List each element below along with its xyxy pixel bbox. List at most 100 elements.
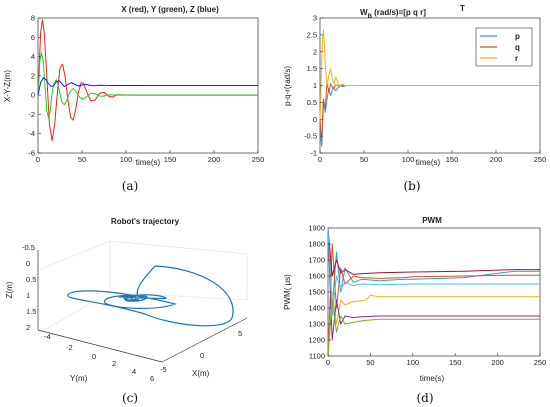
panel-c-ztick: 0.5 <box>26 275 36 284</box>
y-tick-label: 3 <box>313 14 317 23</box>
y-tick-label: 1100 <box>309 352 325 361</box>
y-tick-label: 2 <box>313 47 317 56</box>
y-tick-label: 1500 <box>308 288 325 297</box>
y-tick-label: 1200 <box>308 336 325 345</box>
panel-c-ztick: 1 <box>26 291 30 300</box>
y-tick-label: -0.5 <box>304 132 317 141</box>
x-tick-label: 250 <box>534 155 547 164</box>
y-tick-label: -2 <box>28 110 35 119</box>
panel-c-xtick: -5 <box>160 365 167 374</box>
legend-label-p: p <box>515 32 520 41</box>
legend-label-r: r <box>515 54 518 63</box>
panel-d-title: PWM <box>422 216 442 225</box>
panel-a: X (red), Y (green), Z (blue) X-Y-Z(m) ti… <box>3 5 264 167</box>
y-tick-label: -4 <box>28 129 35 138</box>
panel-c-ztick: 0 <box>26 259 30 268</box>
series-line-1 <box>37 52 258 119</box>
series-line-q <box>319 81 540 140</box>
panel-d-ylabel: PWM( μs) <box>283 274 292 310</box>
panel-c-title: Robot's trajectory <box>111 217 180 226</box>
series-line-6 <box>327 227 540 317</box>
series-line-3 <box>327 227 540 341</box>
panel-b-title: WB (rad/s)=[p q r] <box>360 8 426 20</box>
panel-b-xlabel: time(s) <box>416 158 441 167</box>
x-tick-label: 200 <box>490 155 503 164</box>
panel-c-ztick: 2 <box>26 323 30 332</box>
x-tick-label: 100 <box>120 155 133 164</box>
panel-c-trajectory-core <box>123 295 137 301</box>
y-tick-label: 2 <box>31 71 35 80</box>
series-line-2 <box>327 291 540 357</box>
caption-d: (d) <box>416 391 433 405</box>
caption-a: (a) <box>122 179 139 193</box>
legend-label-q: q <box>515 43 520 52</box>
panel-a-title: X (red), Y (green), Z (blue) <box>121 5 219 14</box>
y-tick-label: 1.5 <box>307 64 317 73</box>
panel-c-ylabel: Y(m) <box>70 374 88 383</box>
x-tick-label: 0 <box>36 155 40 164</box>
y-tick-label: 1600 <box>308 272 325 281</box>
x-tick-label: 100 <box>407 358 420 367</box>
panel-c-y-axis <box>37 329 163 363</box>
y-tick-label: 1700 <box>308 256 325 265</box>
series-line-5 <box>327 227 540 277</box>
panel-c-ytick: 6 <box>150 374 154 383</box>
x-tick-label: 50 <box>360 155 368 164</box>
x-tick-label: 250 <box>252 155 265 164</box>
x-tick-label: 150 <box>446 155 459 164</box>
x-tick-label: 0 <box>326 358 330 367</box>
panel-c-back-frame <box>37 240 248 300</box>
series-line-1 <box>327 243 540 357</box>
panel-c-ytick: -2 <box>66 343 73 352</box>
x-tick-label: 0 <box>318 155 322 164</box>
x-tick-label: 250 <box>534 358 547 367</box>
x-tick-label: 200 <box>491 358 504 367</box>
series-line-0 <box>37 19 258 141</box>
panel-c-xtick: 0 <box>200 351 204 360</box>
caption-c: (c) <box>122 391 138 405</box>
panel-c-x-axis <box>161 317 248 363</box>
panel-c-ytick: 2 <box>112 359 116 368</box>
panel-c-zlabel: Z(m) <box>5 281 14 298</box>
y-tick-label: 1800 <box>308 240 325 249</box>
panel-c-ytick: 0 <box>92 352 96 361</box>
panel-b-ylabel: p-q-r(rad/s) <box>283 66 292 106</box>
y-tick-label: 2.5 <box>307 30 317 39</box>
y-tick-label: 1300 <box>308 320 325 329</box>
y-tick-label: 0 <box>31 91 35 100</box>
panel-c-xtick: 5 <box>238 329 242 338</box>
series-line-r <box>319 29 540 120</box>
panel-c-ztick: 1.5 <box>26 307 36 316</box>
y-tick-label: -1 <box>310 149 317 158</box>
y-tick-label: 0.5 <box>307 98 317 107</box>
panel-b-title-sup: T <box>460 4 465 13</box>
panel-d-xlabel: time(s) <box>420 374 445 383</box>
panel-c-xlabel: X(m) <box>192 369 210 378</box>
series-line-p <box>319 85 540 147</box>
panel-c-trajectory <box>67 265 234 327</box>
x-tick-label: 50 <box>366 358 374 367</box>
y-tick-label: -6 <box>28 149 35 158</box>
panel-d: PWM PWM( μs) time(s) 0 50 100 150 200 250 1100… <box>283 216 546 383</box>
x-tick-label: 50 <box>78 155 86 164</box>
panel-c-ztick: -0.5 <box>22 243 35 252</box>
x-tick-label: 200 <box>208 155 221 164</box>
series-line-0 <box>327 227 540 309</box>
panel-c-ytick: 4 <box>132 367 136 376</box>
panel-c-ytick: -4 <box>44 332 51 341</box>
y-tick-label: 1 <box>313 81 317 90</box>
y-tick-label: 1900 <box>308 224 325 233</box>
panel-b: WB (rad/s)=[p q r] T p-q-r(rad/s) time(s… <box>283 4 546 167</box>
panel-a-ylabel: X-Y-Z(m) <box>3 70 12 102</box>
y-tick-label: 1400 <box>308 304 325 313</box>
x-tick-label: 150 <box>164 155 177 164</box>
panel-a-xlabel: time(s) <box>136 158 161 167</box>
y-tick-label: 0 <box>313 115 317 124</box>
y-tick-label: 4 <box>31 52 35 61</box>
x-tick-label: 150 <box>449 358 462 367</box>
x-tick-label: 100 <box>402 155 415 164</box>
y-tick-label: 6 <box>31 33 35 42</box>
y-tick-label: 8 <box>31 14 35 23</box>
series-line-4 <box>327 299 540 357</box>
